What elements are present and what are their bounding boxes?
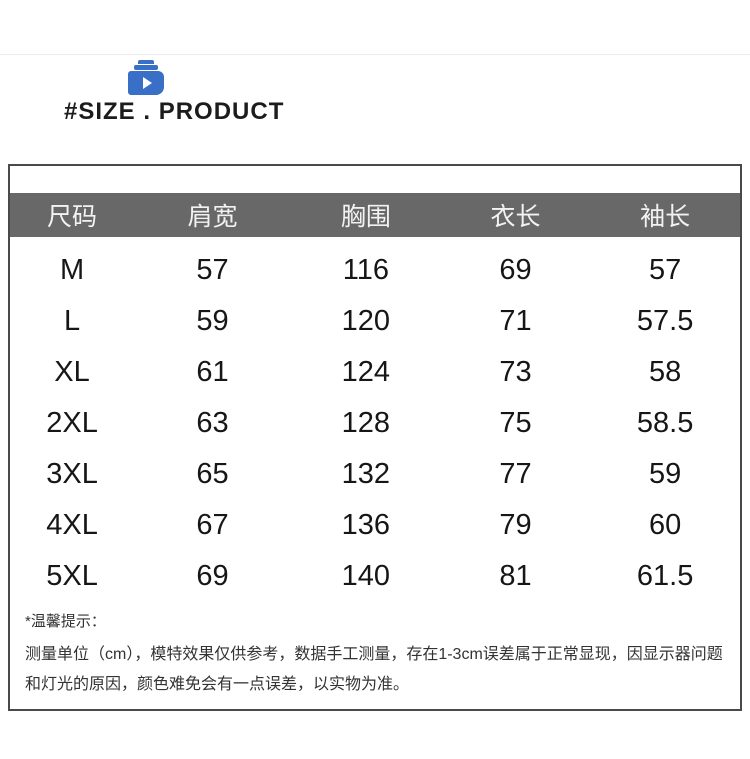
cell-shoulder: 65 bbox=[196, 458, 229, 490]
cell-chest: 124 bbox=[341, 356, 391, 388]
col-header-size: 尺码 bbox=[47, 203, 98, 231]
cell-shoulder: 67 bbox=[196, 509, 229, 541]
cell-chest: 140 bbox=[341, 560, 391, 592]
cell-shoulder: 69 bbox=[196, 560, 229, 592]
cell-chest: 120 bbox=[341, 305, 391, 337]
cell-sleeve: 60 bbox=[649, 509, 682, 541]
cell-sleeve: 58 bbox=[649, 356, 682, 388]
table-row: XL 61 124 73 58 bbox=[10, 347, 740, 398]
size-table: 尺码 肩宽 胸围 衣长 袖长 M 57 116 69 57 L 59 120 7… bbox=[8, 164, 742, 711]
cell-size: 3XL bbox=[46, 458, 98, 490]
cell-size: 2XL bbox=[46, 407, 98, 439]
col-header-sleeve: 袖长 bbox=[640, 203, 691, 231]
video-bag-icon bbox=[127, 60, 165, 95]
notes-body: 测量单位（cm），模特效果仅供参考，数据手工测量，存在1-3cm误差属于正常显现… bbox=[25, 646, 723, 693]
play-icon bbox=[142, 77, 152, 89]
cell-sleeve: 61.5 bbox=[636, 560, 694, 592]
cell-shoulder: 61 bbox=[196, 356, 229, 388]
notes: *温馨提示： 测量单位（cm），模特效果仅供参考，数据手工测量，存在1-3cm误… bbox=[10, 610, 740, 700]
table-row: 3XL 65 132 77 59 bbox=[10, 449, 740, 500]
icon-body bbox=[128, 71, 164, 95]
table-row: L 59 120 71 57.5 bbox=[10, 296, 740, 347]
cell-chest: 136 bbox=[341, 509, 391, 541]
table-top-spacer bbox=[10, 166, 740, 193]
cell-sleeve: 58.5 bbox=[636, 407, 694, 439]
cell-shoulder: 57 bbox=[196, 254, 229, 286]
col-header-length: 衣长 bbox=[490, 203, 541, 231]
icon-lid-knob bbox=[138, 60, 154, 64]
cell-size: XL bbox=[54, 356, 90, 388]
cell-sleeve: 57.5 bbox=[636, 305, 694, 337]
cell-length: 81 bbox=[499, 560, 532, 592]
col-header-chest: 胸围 bbox=[340, 203, 391, 231]
cell-chest: 132 bbox=[341, 458, 391, 490]
cell-length: 75 bbox=[499, 407, 532, 439]
notes-title: *温馨提示： bbox=[25, 613, 106, 630]
cell-length: 73 bbox=[499, 356, 532, 388]
table-row: 5XL 69 140 81 61.5 bbox=[10, 551, 740, 602]
cell-shoulder: 63 bbox=[196, 407, 229, 439]
top-divider bbox=[0, 54, 750, 55]
table-body: M 57 116 69 57 L 59 120 71 57.5 XL 61 12… bbox=[10, 237, 740, 602]
cell-sleeve: 59 bbox=[649, 458, 682, 490]
table-row: 2XL 63 128 75 58.5 bbox=[10, 398, 740, 449]
cell-length: 79 bbox=[499, 509, 532, 541]
cell-chest: 116 bbox=[342, 254, 389, 286]
page-title: #SIZE . PRODUCT bbox=[64, 98, 285, 125]
cell-length: 77 bbox=[499, 458, 532, 490]
cell-sleeve: 57 bbox=[649, 254, 682, 286]
cell-length: 71 bbox=[499, 305, 532, 337]
cell-shoulder: 59 bbox=[196, 305, 229, 337]
cell-size: M bbox=[59, 254, 85, 286]
cell-length: 69 bbox=[499, 254, 532, 286]
cell-size: L bbox=[63, 305, 81, 337]
icon-lid bbox=[134, 65, 158, 70]
cell-size: 5XL bbox=[46, 560, 98, 592]
table-row: 4XL 67 136 79 60 bbox=[10, 500, 740, 551]
table-row: M 57 116 69 57 bbox=[10, 245, 740, 296]
cell-chest: 128 bbox=[341, 407, 391, 439]
col-header-shoulder: 肩宽 bbox=[187, 203, 238, 231]
table-header-row: 尺码 肩宽 胸围 衣长 袖长 bbox=[10, 193, 740, 237]
cell-size: 4XL bbox=[46, 509, 98, 541]
